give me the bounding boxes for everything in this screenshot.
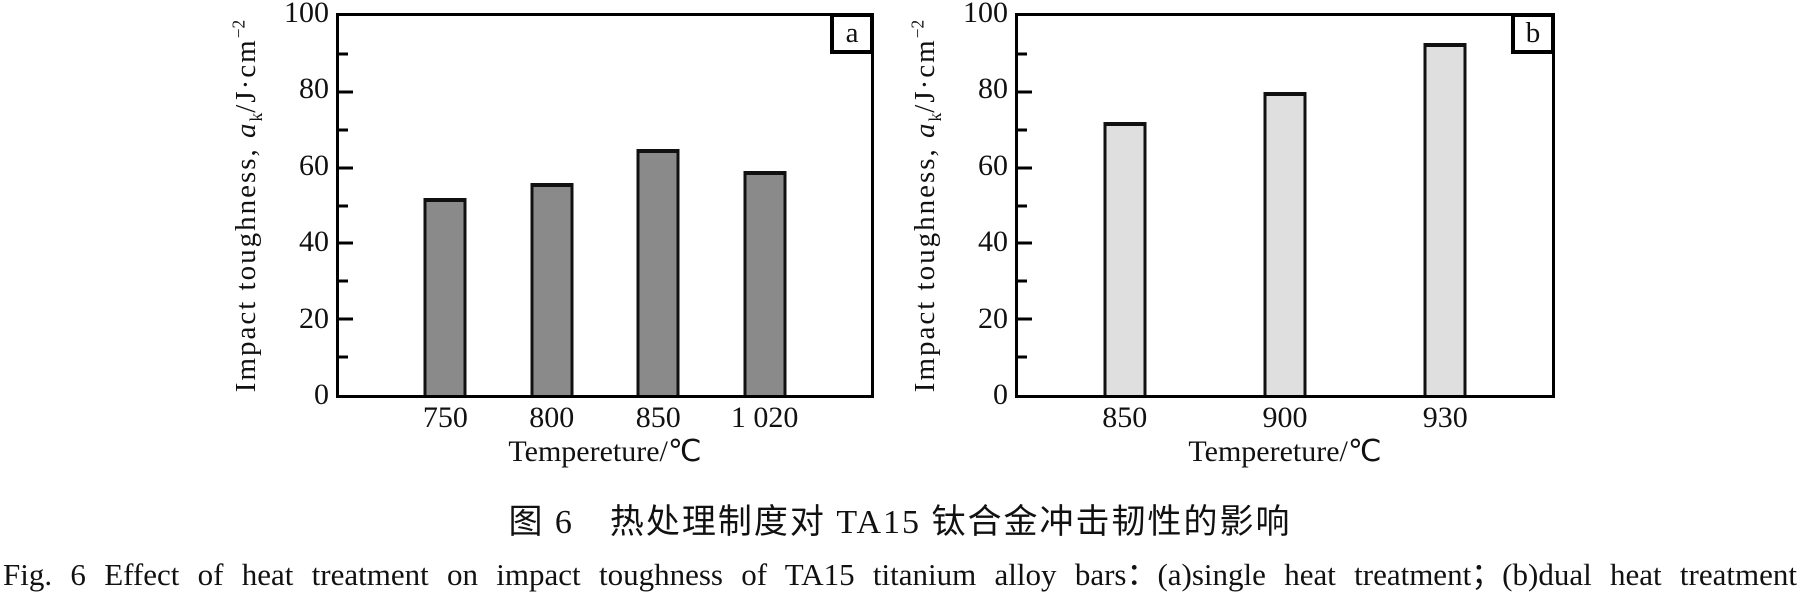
x-tick-label-930: 930 [1422, 401, 1468, 434]
panel-label-a: a [845, 17, 859, 49]
y-tick-label-60: 60 [978, 148, 1008, 182]
bar-930 [1423, 42, 1467, 395]
y-tick-labels: 0 20 40 60 80 100 [247, 0, 329, 410]
panel-label-box-b: b [1511, 13, 1555, 54]
y-tick-label-100: 100 [284, 0, 329, 29]
y-tick-labels: 0 20 40 60 80 100 [926, 0, 1008, 410]
y-minor-tick-70 [339, 128, 348, 132]
y-minor-tick-30 [1018, 279, 1027, 283]
y-major-tick-40 [339, 241, 353, 245]
x-tick-label-900: 900 [1262, 401, 1308, 434]
bar-850 [1103, 122, 1147, 395]
panel-label-box-a: a [830, 13, 874, 54]
x-axis-title: Tempereture/℃ [508, 435, 702, 468]
x-axis-title: Tempereture/℃ [1188, 435, 1382, 468]
y-tick-label-0: 0 [314, 378, 329, 411]
y-minor-tick-10 [1018, 355, 1027, 359]
y-major-tick-20 [1018, 317, 1032, 321]
y-minor-tick-90 [1018, 52, 1027, 56]
chart-panel-a-plot-area: Impact toughness, ak/J·cm−2 0 20 40 60 80 100… [229, 0, 874, 467]
panel-label-b: b [1525, 17, 1541, 49]
y-major-tick-80 [1018, 90, 1032, 94]
y-major-tick-40 [1018, 241, 1032, 245]
y-axis-unit-exponent: −2 [228, 19, 249, 38]
y-tick-label-0: 0 [993, 378, 1008, 411]
y-minor-tick-10 [339, 355, 348, 359]
y-tick-label-100: 100 [963, 0, 1008, 29]
y-tick-label-20: 20 [978, 301, 1008, 335]
x-tick-label-750: 750 [422, 401, 468, 434]
x-tick-label-850: 850 [635, 401, 681, 434]
y-tick-label-80: 80 [299, 72, 329, 106]
y-tick-label-20: 20 [299, 301, 329, 335]
figure-caption-english: Fig. 6 Effect of heat treatment on impac… [3, 557, 1797, 592]
y-major-tick-60 [339, 166, 353, 170]
bar-750 [423, 197, 467, 395]
x-tick-labels: 850 900 930 [1018, 395, 1552, 437]
chart-panel-b-plot-area: Impact toughness, ak/J·cm−2 0 20 40 60 80 100… [908, 0, 1555, 467]
bar-1020 [743, 171, 787, 395]
bar-850 [636, 148, 680, 395]
x-tick-label-850: 850 [1102, 401, 1148, 434]
y-tick-label-60: 60 [299, 148, 329, 182]
x-tick-labels: 750 800 850 1 020 [339, 395, 871, 437]
x-tick-label-800: 800 [529, 401, 575, 434]
y-major-tick-20 [339, 317, 353, 321]
bar-800 [530, 182, 574, 395]
y-minor-tick-90 [339, 52, 348, 56]
y-tick-label-40: 40 [299, 225, 329, 259]
y-tick-label-80: 80 [978, 72, 1008, 106]
y-major-tick-60 [1018, 166, 1032, 170]
bar-900 [1263, 91, 1307, 395]
y-minor-tick-50 [339, 204, 348, 207]
y-tick-label-40: 40 [978, 225, 1008, 259]
y-major-tick-80 [339, 90, 353, 94]
y-minor-tick-70 [1018, 128, 1027, 132]
y-minor-tick-30 [339, 279, 348, 283]
y-minor-tick-50 [1018, 204, 1027, 207]
y-axis-unit-exponent: −2 [907, 19, 928, 38]
x-tick-label-1020: 1 020 [730, 401, 799, 434]
figure-caption-chinese: 图 6 热处理制度对 TA15 钛合金冲击韧性的影响 [508, 504, 1292, 541]
